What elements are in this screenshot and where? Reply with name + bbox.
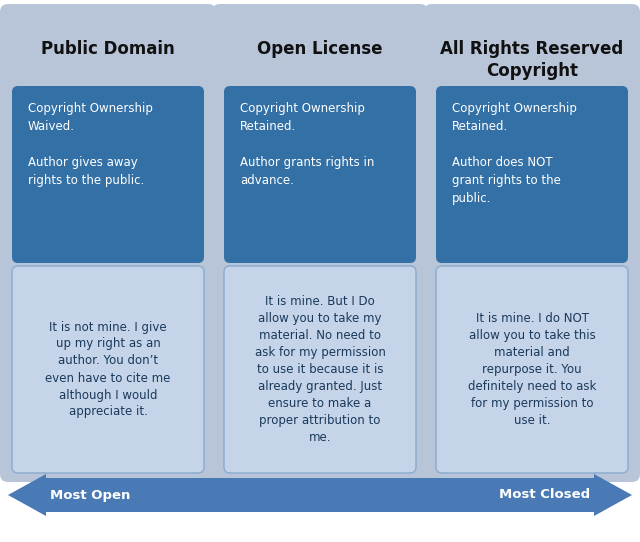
Text: Most Open: Most Open [50,488,131,501]
FancyBboxPatch shape [38,478,602,512]
Text: It is mine. I do NOT
allow you to take this
material and
repurpose it. You
defin: It is mine. I do NOT allow you to take t… [468,312,596,427]
FancyBboxPatch shape [224,266,416,473]
FancyBboxPatch shape [436,266,628,473]
Text: Copyright Ownership
Waived.

Author gives away
rights to the public.: Copyright Ownership Waived. Author gives… [28,102,153,187]
Polygon shape [8,474,46,516]
Text: Open License: Open License [257,40,383,58]
FancyBboxPatch shape [424,4,640,482]
Text: It is not mine. I give
up my right as an
author. You don’t
even have to cite me
: It is not mine. I give up my right as an… [45,320,171,418]
FancyBboxPatch shape [436,86,628,263]
FancyBboxPatch shape [12,266,204,473]
FancyBboxPatch shape [212,4,428,482]
FancyBboxPatch shape [224,86,416,263]
Polygon shape [594,474,632,516]
FancyBboxPatch shape [12,86,204,263]
FancyBboxPatch shape [0,4,216,482]
Text: Public Domain: Public Domain [41,40,175,58]
Text: All Rights Reserved
Copyright: All Rights Reserved Copyright [440,40,623,80]
Text: Copyright Ownership
Retained.

Author does NOT
grant rights to the
public.: Copyright Ownership Retained. Author doe… [452,102,577,205]
Text: It is mine. But I Do
allow you to take my
material. No need to
ask for my permis: It is mine. But I Do allow you to take m… [255,295,385,444]
Text: Most Closed: Most Closed [499,488,590,501]
Text: Copyright Ownership
Retained.

Author grants rights in
advance.: Copyright Ownership Retained. Author gra… [240,102,374,187]
